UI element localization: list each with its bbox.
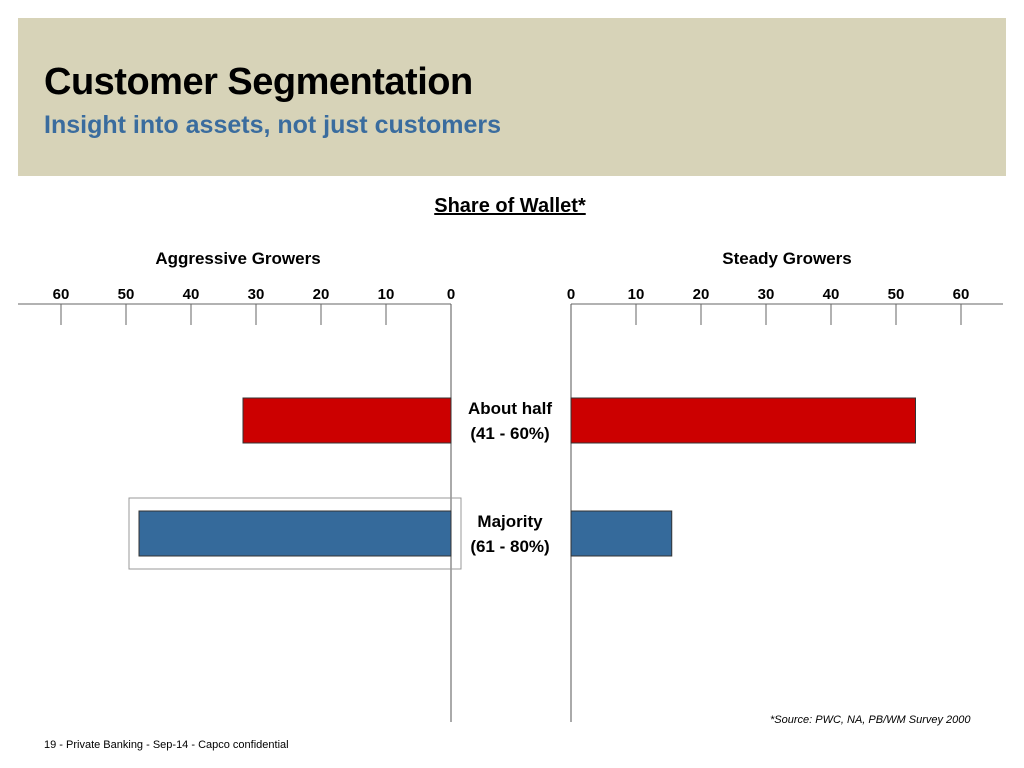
page-title: Customer Segmentation (44, 61, 473, 103)
left-tick-label: 40 (183, 286, 200, 303)
category-label: (41 - 60%) (470, 424, 549, 443)
bar-aggressive-growers (242, 397, 452, 444)
footer-text: 19 - Private Banking - Sep-14 - Capco co… (44, 739, 289, 751)
right-panel-label: Steady Growers (722, 249, 851, 268)
source-note: *Source: PWC, NA, PB/WM Survey 2000 (770, 714, 971, 726)
left-tick-label: 50 (118, 286, 135, 303)
left-tick-label: 20 (313, 286, 330, 303)
highlight-box (128, 497, 462, 570)
category-label: About half (468, 399, 552, 418)
right-tick-label: 50 (888, 286, 905, 303)
chart-title: Share of Wallet* (434, 195, 586, 217)
bar-steady-growers (570, 510, 673, 557)
right-tick-label: 10 (628, 286, 645, 303)
left-panel-label: Aggressive Growers (155, 249, 320, 268)
bar-aggressive-growers (138, 510, 452, 557)
category-label: Majority (477, 512, 543, 531)
left-tick-label: 10 (378, 286, 395, 303)
bar-steady-growers (570, 397, 916, 444)
right-tick-label: 30 (758, 286, 775, 303)
left-tick-label: 60 (53, 286, 70, 303)
left-tick-label: 0 (447, 286, 455, 303)
right-tick-label: 40 (823, 286, 840, 303)
right-tick-label: 0 (567, 286, 575, 303)
right-tick-label: 20 (693, 286, 710, 303)
header-band (18, 18, 1006, 176)
right-tick-label: 60 (953, 286, 970, 303)
page-subtitle: Insight into assets, not just customers (44, 111, 502, 139)
left-tick-label: 30 (248, 286, 265, 303)
category-label: (61 - 80%) (470, 537, 549, 556)
